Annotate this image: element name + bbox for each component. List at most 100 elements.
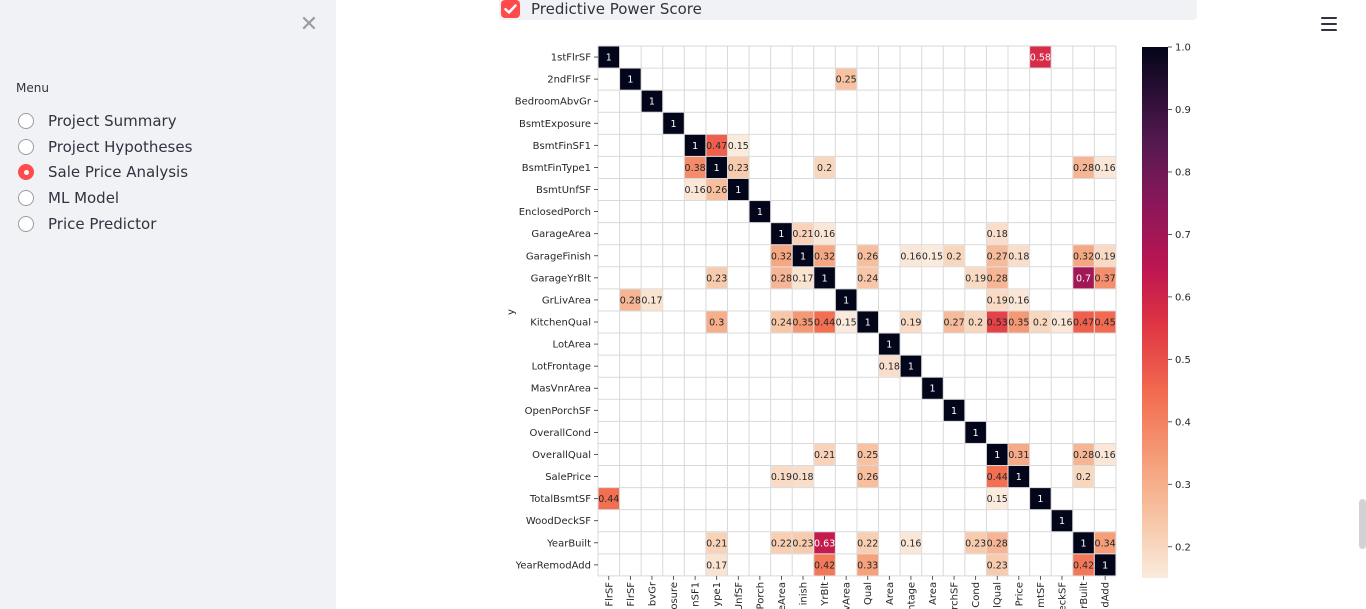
heatmap-cell bbox=[965, 311, 986, 333]
x-tick-label: Qual bbox=[863, 582, 874, 605]
hamburger-menu-icon[interactable] bbox=[1321, 17, 1337, 31]
heatmap-cell-value: 0.21 bbox=[706, 538, 727, 549]
heatmap-cell-value: 0.18 bbox=[792, 472, 813, 483]
heatmap-cell bbox=[965, 267, 986, 289]
y-tick-label: YearRemodAdd bbox=[515, 560, 591, 571]
radio-button-icon[interactable] bbox=[18, 138, 34, 155]
heatmap-cell bbox=[727, 156, 749, 178]
checkbox-container: Predictive Power Score bbox=[499, 0, 1197, 20]
radio-button-icon[interactable] bbox=[18, 215, 34, 232]
heatmap-cell-value: 0.7 bbox=[1076, 273, 1091, 284]
y-tick-label: KitchenQual bbox=[530, 318, 591, 329]
heatmap-cell bbox=[771, 311, 792, 333]
heatmap-cell bbox=[641, 289, 663, 311]
heatmap-cell bbox=[814, 532, 835, 554]
radio-button-icon[interactable] bbox=[18, 112, 34, 129]
y-tick-label: LotFrontage bbox=[532, 362, 591, 373]
y-tick-label: EnclosedPorch bbox=[519, 207, 591, 218]
heatmap-cell-value: 0.21 bbox=[814, 450, 835, 461]
y-tick-label: GrLivArea bbox=[542, 295, 591, 306]
heatmap-cell-value: 0.15 bbox=[922, 251, 943, 262]
heatmap-cell bbox=[706, 311, 727, 333]
heatmap-cell bbox=[1094, 554, 1116, 576]
heatmap-cell-value: 0.32 bbox=[1073, 251, 1094, 262]
heatmap-cell-value: 0.28 bbox=[771, 273, 792, 284]
heatmap-cell bbox=[1051, 311, 1073, 333]
menu-option-project-hypotheses[interactable]: Project Hypotheses bbox=[18, 134, 192, 160]
radio-button-icon[interactable] bbox=[18, 190, 34, 207]
x-tick-label: UnfSF bbox=[734, 582, 745, 609]
heatmap-cell bbox=[1030, 46, 1051, 68]
heatmap-cell bbox=[684, 178, 706, 201]
heatmap-cell-value: 0.35 bbox=[792, 318, 813, 329]
menu-label: Menu bbox=[16, 81, 49, 95]
heatmap-cell bbox=[1094, 311, 1116, 333]
heatmap-cell-value: 0.28 bbox=[987, 273, 1008, 284]
heatmap-cell bbox=[835, 68, 857, 90]
menu-option-label: Project Hypotheses bbox=[48, 137, 193, 156]
heatmap-cell bbox=[814, 311, 835, 333]
menu-option-label: Sale Price Analysis bbox=[48, 163, 189, 182]
heatmap-cell-value: 0.34 bbox=[1095, 538, 1116, 549]
menu-option-label: ML Model bbox=[48, 189, 120, 208]
scrollbar-thumb[interactable] bbox=[1359, 499, 1366, 549]
radio-button-selected-icon[interactable] bbox=[18, 164, 34, 181]
heatmap-cell bbox=[620, 68, 641, 90]
x-tick-label: YrBlt bbox=[820, 582, 831, 607]
menu-option-ml-model[interactable]: ML Model bbox=[18, 185, 192, 211]
heatmap-cell bbox=[792, 532, 814, 554]
heatmap-cell-value: 0.32 bbox=[814, 251, 835, 262]
menu-option-sale-price-analysis[interactable]: Sale Price Analysis bbox=[18, 160, 192, 186]
x-tick-label: ntage bbox=[906, 582, 917, 609]
heatmap-cell-value: 0.2 bbox=[817, 163, 832, 174]
heatmap-cell-value: 0.15 bbox=[728, 141, 749, 152]
x-tick-label: Price bbox=[1014, 582, 1025, 606]
x-tick-label: eArea bbox=[777, 582, 788, 609]
x-tick-label: rBuilt bbox=[1079, 582, 1090, 609]
menu-option-price-predictor[interactable]: Price Predictor bbox=[18, 211, 192, 237]
heatmap-cell bbox=[1094, 156, 1116, 178]
heatmap-cell-value: 0.21 bbox=[792, 229, 813, 240]
heatmap-cell bbox=[1094, 245, 1116, 267]
heatmap-cell-value: 0.42 bbox=[1073, 560, 1094, 571]
heatmap-cell-value: 0.18 bbox=[1008, 251, 1029, 262]
colorbar-tick-label: 0.5 bbox=[1175, 355, 1191, 366]
heatmap-cell bbox=[792, 223, 814, 245]
menu-option-project-summary[interactable]: Project Summary bbox=[18, 108, 192, 134]
heatmap-cell bbox=[1008, 443, 1030, 466]
x-tick-label: FlrSF bbox=[604, 582, 615, 607]
heatmap-cell bbox=[900, 311, 922, 333]
heatmap-cell-value: 1 bbox=[714, 163, 720, 174]
heatmap-cell-value: 0.24 bbox=[771, 318, 792, 329]
heatmap-cell bbox=[598, 46, 620, 68]
heatmap-cell bbox=[706, 156, 727, 178]
predictive-power-score-checkbox[interactable] bbox=[501, 0, 520, 18]
heatmap-cell-value: 0.53 bbox=[987, 318, 1008, 329]
heatmap-cell bbox=[986, 443, 1008, 466]
x-tick-label: inish bbox=[799, 582, 810, 605]
heatmap-cell-value: 0.22 bbox=[857, 538, 878, 549]
y-tick-label: BsmtExposure bbox=[519, 119, 591, 130]
heatmap-cell-value: 1 bbox=[1059, 516, 1065, 527]
heatmap-cell-value: 1 bbox=[1016, 472, 1022, 483]
heatmap-cell-value: 0.19 bbox=[965, 273, 986, 284]
menu-radio-group: Project Summary Project Hypotheses Sale … bbox=[18, 108, 192, 237]
heatmap-cell-value: 0.16 bbox=[685, 185, 706, 196]
heatmap-cell bbox=[706, 554, 727, 576]
close-sidebar-icon[interactable]: ✕ bbox=[299, 12, 319, 37]
menu-option-label: Project Summary bbox=[48, 111, 177, 130]
heatmap-cell-value: 0.16 bbox=[1008, 295, 1029, 306]
heatmap-cell bbox=[986, 267, 1008, 289]
heatmap-cell-value: 0.58 bbox=[1030, 53, 1051, 64]
heatmap-cell bbox=[684, 156, 706, 178]
heatmap-cell bbox=[986, 289, 1008, 311]
heatmap-cell-value: 0.45 bbox=[1095, 318, 1116, 329]
colorbar-tick-label: 0.8 bbox=[1175, 167, 1191, 178]
heatmap-cell-value: 1 bbox=[929, 384, 935, 395]
heatmap-cell bbox=[986, 532, 1008, 554]
heatmap-cell bbox=[900, 355, 922, 377]
heatmap-cell bbox=[1008, 466, 1030, 488]
heatmap-cell-value: 0.44 bbox=[814, 318, 835, 329]
heatmap-cell-value: 0.16 bbox=[1051, 318, 1072, 329]
y-tick-label: SalePrice bbox=[545, 472, 591, 483]
